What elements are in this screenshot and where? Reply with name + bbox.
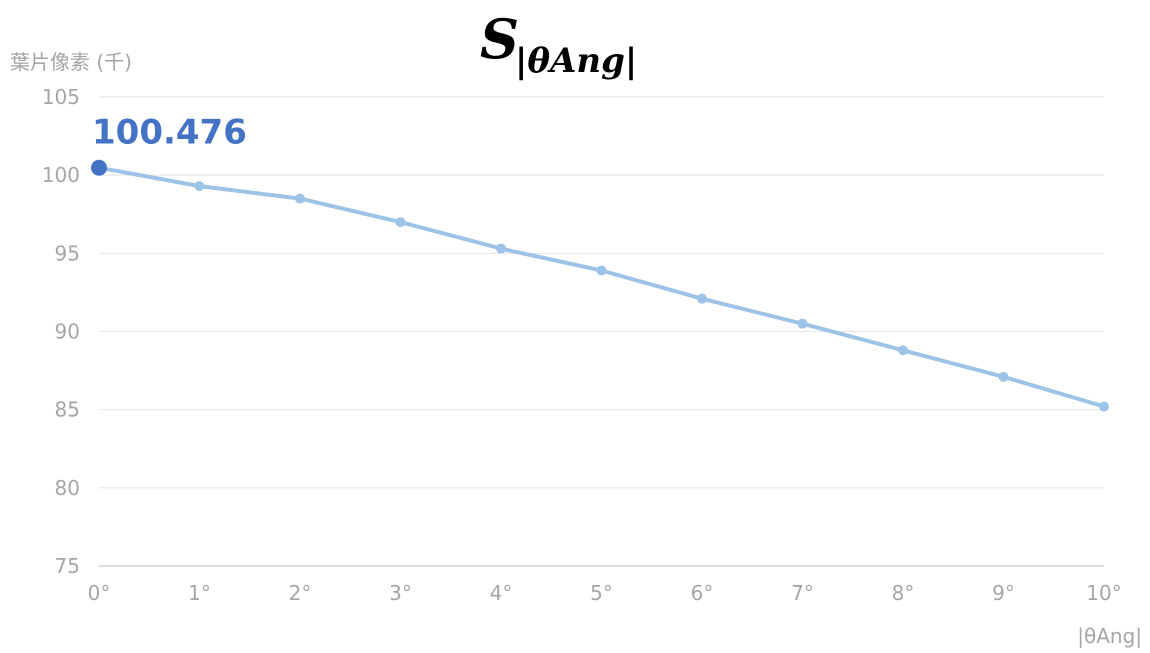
- y-axis-ticks: 75 80 85 90 95 100 105: [42, 85, 80, 578]
- y-tick-label: 95: [55, 241, 80, 265]
- gridlines: [99, 96, 1104, 489]
- x-tick-label: 5°: [590, 581, 613, 605]
- y-axis-label: 葉片像素 (千): [10, 50, 132, 74]
- y-tick-label: 80: [55, 476, 80, 500]
- data-label-highlight: 100.476: [92, 113, 247, 153]
- data-point: [496, 243, 506, 254]
- y-tick-label: 105: [42, 85, 80, 109]
- x-tick-label: 3°: [389, 581, 412, 605]
- x-tick-label: 1°: [188, 581, 211, 605]
- data-point: [1099, 401, 1109, 412]
- data-point: [194, 181, 205, 192]
- x-tick-label: 10°: [1086, 581, 1121, 605]
- y-tick-label: 90: [55, 320, 80, 344]
- x-tick-label: 4°: [490, 581, 513, 605]
- x-axis-label: |θAng|: [1077, 624, 1142, 648]
- series: [97, 165, 1106, 409]
- chart-title-subscript: |θAng|: [515, 41, 637, 81]
- data-point: [898, 345, 908, 356]
- x-tick-label: 9°: [992, 581, 1015, 605]
- chart-title-main: S: [480, 7, 519, 71]
- chart-title: S |θAng|: [480, 7, 637, 81]
- data-point: [295, 193, 305, 204]
- x-axis-ticks: 0° 1° 2° 3° 4° 5° 6° 7° 8° 9° 10°: [88, 581, 1122, 605]
- data-points: [91, 159, 1109, 412]
- x-tick-label: 7°: [791, 581, 814, 605]
- data-point-highlight: [91, 159, 107, 176]
- x-tick-label: 0°: [88, 581, 111, 605]
- series-line: [97, 165, 1106, 409]
- y-tick-label: 85: [55, 398, 80, 422]
- data-point: [395, 217, 406, 228]
- data-point: [596, 265, 607, 276]
- x-tick-label: 8°: [892, 581, 915, 605]
- x-tick-label: 2°: [289, 581, 312, 605]
- x-tick-label: 6°: [691, 581, 714, 605]
- y-tick-label: 75: [55, 554, 80, 578]
- data-point: [697, 293, 707, 304]
- data-point: [998, 371, 1009, 382]
- y-tick-label: 100: [42, 163, 80, 187]
- data-point: [797, 318, 808, 329]
